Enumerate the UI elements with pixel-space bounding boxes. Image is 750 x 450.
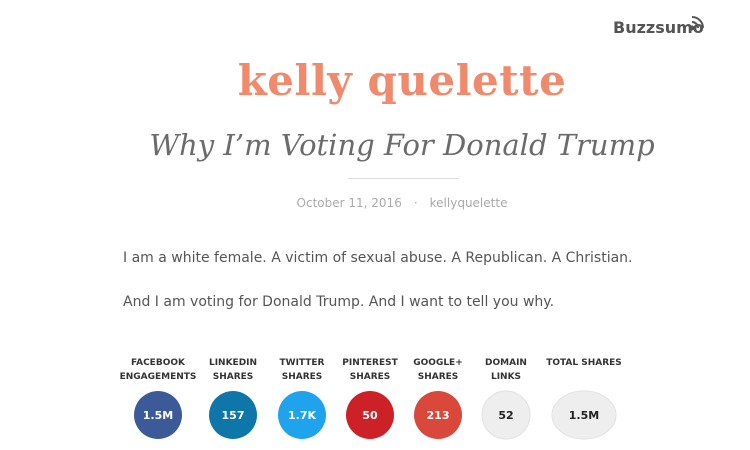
stat-label: GOOGLE+ [413,358,463,368]
stat-value: 52 [498,409,513,422]
stat-value: 1.7K [288,409,316,422]
paragraph: I am a white female. A victim of sexual … [123,250,633,266]
stat-value: 50 [362,409,378,422]
stat-value: 213 [427,409,450,422]
stat-label: TWITTER [280,358,325,368]
stat-badge [414,391,462,439]
brand-logo: Buzzsumo [613,18,704,37]
stat-value: 1.5M [143,409,173,422]
stat-label: SHARES [282,372,323,382]
stat-label: DOMAIN [485,358,527,368]
brand-icon [689,16,704,31]
post-date: October 11, 2016 [296,196,402,210]
separator: · [413,196,418,210]
stat-label: FACEBOOK [131,358,186,368]
stat-label: SHARES [350,372,391,382]
post-meta: October 11, 2016 · kellyquelette [0,196,750,210]
stat-badge [346,391,394,439]
post-title: Why I’m Voting For Donald Trump [149,128,655,162]
stat-badge [134,391,182,439]
divider [348,178,458,179]
stat-badge [278,391,326,439]
stat-label: ENGAGEMENTS [120,372,197,382]
stat-label: PINTEREST [342,358,398,368]
stat-badge [551,390,617,440]
paragraph: And I am voting for Donald Trump. And I … [123,294,555,310]
stat-badge [209,391,257,439]
stat-label: LINKEDIN [209,358,257,368]
stat-value: 157 [222,409,245,422]
stat-value: 1.5M [569,409,599,422]
post-author: kellyquelette [429,196,508,210]
stat-label: SHARES [213,372,254,382]
stat-label: SHARES [418,372,459,382]
stat-badge [481,390,531,440]
blog-title: kelly quelette [237,56,567,105]
stat-label: LINKS [491,372,521,382]
stat-label: TOTAL SHARES [546,358,622,368]
